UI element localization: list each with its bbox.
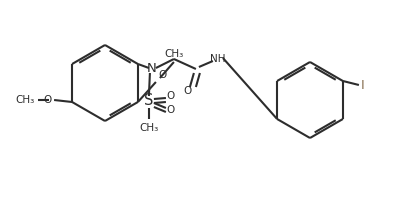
Text: O: O — [167, 91, 175, 101]
Text: O: O — [44, 95, 52, 105]
Text: O: O — [184, 86, 192, 96]
Text: CH₃: CH₃ — [139, 123, 158, 133]
Text: NH: NH — [210, 54, 226, 64]
Text: CH₃: CH₃ — [16, 95, 35, 105]
Text: N: N — [147, 62, 157, 75]
Text: I: I — [361, 79, 365, 92]
Text: O: O — [158, 70, 166, 80]
Text: CH₃: CH₃ — [164, 49, 184, 59]
Text: O: O — [167, 105, 175, 115]
Text: S: S — [144, 93, 154, 108]
